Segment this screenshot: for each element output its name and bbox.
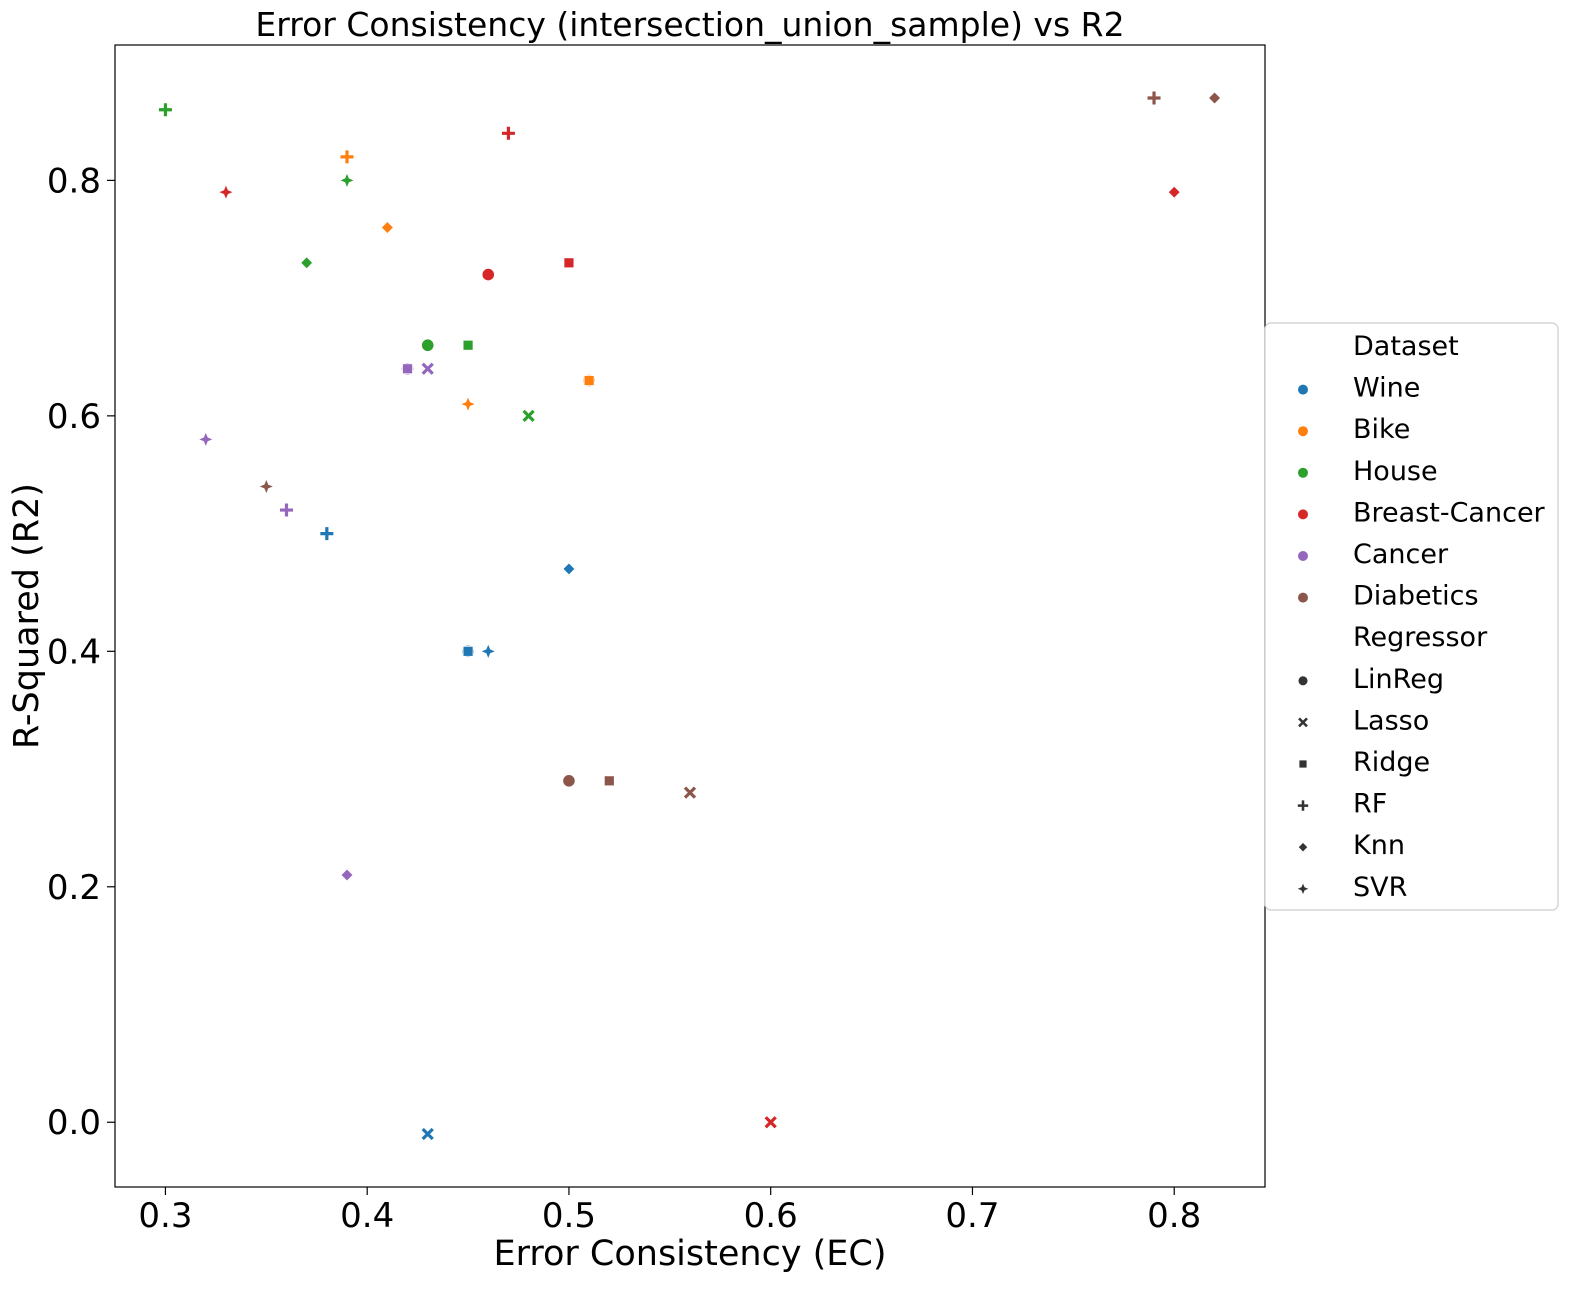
legend-label: SVR bbox=[1353, 872, 1407, 903]
point-breast-cancer-svr bbox=[219, 185, 233, 199]
point-wine-rf bbox=[320, 527, 334, 541]
point-house-lasso bbox=[522, 409, 535, 422]
x-axis-label: Error Consistency (EC) bbox=[493, 1234, 886, 1274]
legend-label: Lasso bbox=[1353, 705, 1429, 736]
point-house-linreg bbox=[421, 338, 435, 352]
point-breast-cancer-knn bbox=[1167, 185, 1181, 199]
point-cancer-svr bbox=[199, 432, 213, 446]
point-house-knn bbox=[300, 256, 314, 270]
point-diabetics-svr bbox=[259, 479, 273, 493]
chart-title: Error Consistency (intersection_union_sa… bbox=[255, 5, 1124, 44]
point-cancer-rf bbox=[279, 503, 293, 517]
legend-marker bbox=[1298, 551, 1308, 561]
x-tick-label: 0.4 bbox=[340, 1196, 394, 1236]
point-bike-svr bbox=[461, 397, 475, 411]
legend-marker bbox=[1298, 592, 1308, 603]
legend-marker bbox=[1298, 509, 1308, 520]
y-axis: 0.0 0.2 0.4 0.6 0.8 bbox=[47, 161, 115, 1143]
legend-marker bbox=[1298, 426, 1308, 437]
point-breast-cancer-lasso bbox=[764, 1116, 777, 1129]
point-bike-rf bbox=[340, 150, 354, 164]
y-tick-label: 0.6 bbox=[47, 397, 101, 437]
legend-label: Ridge bbox=[1353, 747, 1430, 778]
legend-label: Bike bbox=[1353, 414, 1410, 445]
y-tick-label: 0.4 bbox=[47, 632, 101, 672]
legend-marker bbox=[1298, 384, 1308, 395]
legend-marker bbox=[1298, 759, 1308, 769]
point-breast-cancer-linreg bbox=[481, 267, 495, 282]
point-house-svr bbox=[340, 173, 354, 187]
x-tick-label: 0.5 bbox=[542, 1196, 596, 1236]
point-bike-knn bbox=[380, 220, 394, 235]
legend-label: Diabetics bbox=[1353, 581, 1479, 612]
point-diabetics-lasso bbox=[683, 786, 697, 799]
x-tick-label: 0.8 bbox=[1147, 1196, 1201, 1236]
y-tick-label: 0.8 bbox=[47, 161, 101, 201]
legend-marker bbox=[1297, 883, 1309, 894]
point-breast-cancer-rf bbox=[501, 126, 515, 140]
legend-label: Knn bbox=[1353, 830, 1405, 861]
x-tick-label: 0.7 bbox=[945, 1196, 999, 1236]
point-wine-lasso bbox=[421, 1127, 434, 1141]
legend-title: Regressor bbox=[1353, 622, 1488, 653]
point-cancer-lasso bbox=[421, 362, 434, 375]
point-diabetics-linreg bbox=[562, 774, 576, 788]
point-diabetics-rf bbox=[1147, 91, 1161, 105]
point-house-rf bbox=[158, 103, 172, 117]
x-tick-label: 0.3 bbox=[138, 1196, 192, 1236]
legend-label: LinReg bbox=[1353, 664, 1444, 695]
point-diabetics-ridge bbox=[603, 775, 615, 787]
legend-label: Wine bbox=[1353, 373, 1420, 404]
legend-marker bbox=[1297, 841, 1309, 853]
x-axis: 0.3 0.4 0.5 0.6 0.7 0.8 bbox=[138, 1187, 1201, 1236]
plot-area bbox=[114, 44, 1266, 1188]
legend-label: Breast-Cancer bbox=[1353, 497, 1546, 528]
legend-marker bbox=[1297, 800, 1309, 811]
legend-marker bbox=[1298, 467, 1308, 478]
legend-marker bbox=[1297, 675, 1309, 687]
point-breast-cancer-ridge bbox=[563, 257, 575, 269]
x-tick-label: 0.6 bbox=[744, 1196, 798, 1236]
point-wine-knn bbox=[562, 562, 576, 576]
legend-label: Cancer bbox=[1353, 539, 1449, 570]
legend: Dataset Wine Bike House Breast-Cancer Cancer D… bbox=[1264, 322, 1559, 911]
point-cancer-ridge bbox=[402, 363, 413, 375]
data-points bbox=[158, 91, 1222, 1141]
legend-marker bbox=[1298, 717, 1308, 728]
legend-label: House bbox=[1353, 456, 1438, 487]
point-cancer-knn bbox=[340, 868, 354, 882]
y-axis-label: R-Squared (R2) bbox=[7, 483, 47, 749]
legend-title: Dataset bbox=[1353, 331, 1459, 362]
y-tick-label: 0.0 bbox=[47, 1103, 101, 1143]
legend-label: RF bbox=[1353, 789, 1387, 820]
y-tick-label: 0.2 bbox=[47, 868, 101, 908]
point-wine-svr bbox=[481, 644, 495, 658]
point-house-ridge bbox=[462, 339, 474, 351]
point-bike-ridge bbox=[583, 375, 595, 386]
point-diabetics-knn bbox=[1207, 91, 1222, 105]
point-wine-ridge bbox=[462, 645, 474, 657]
legend-frame bbox=[1264, 322, 1559, 911]
